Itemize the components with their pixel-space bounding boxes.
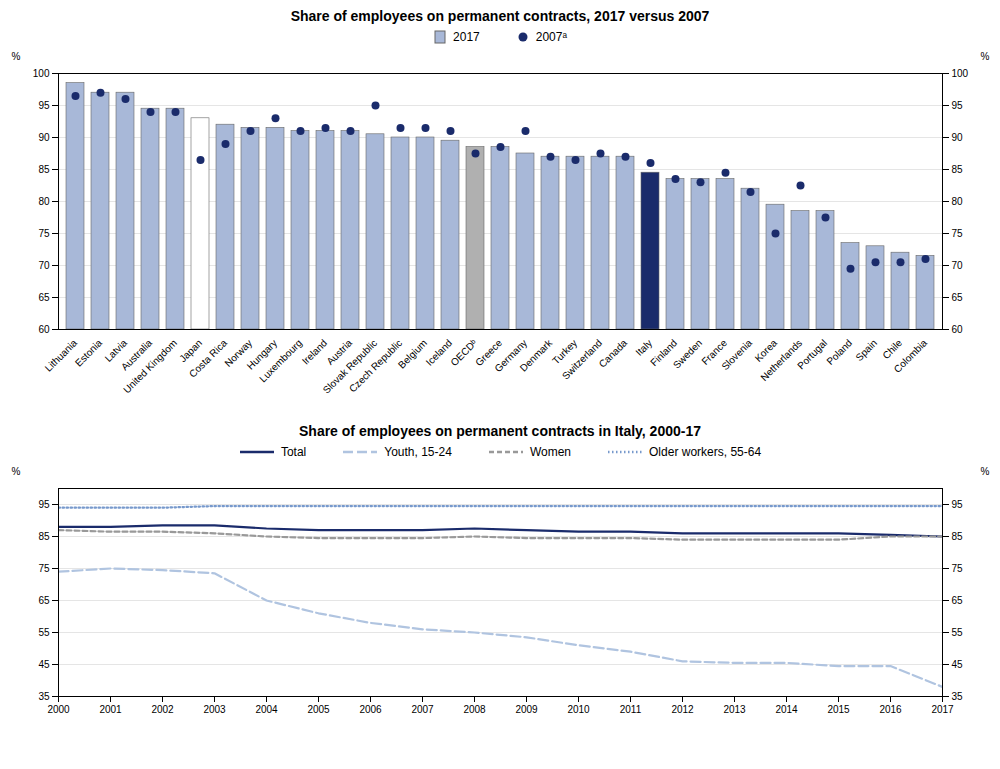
html-text:2007ᵃ: 2007ᵃ [535,30,567,44]
html-text:Youth, 15-24: Youth, 15-24 [384,445,452,459]
svg-text:Iceland: Iceland [424,337,455,368]
svg-text:65: 65 [38,292,50,303]
svg-text:80: 80 [38,196,50,207]
svg-text:2003: 2003 [203,704,226,715]
svg-text:Denmark: Denmark [518,337,555,374]
svg-text:85: 85 [952,531,964,542]
svg-text:45: 45 [38,659,50,670]
svg-text:Italy: Italy [633,337,654,358]
svg-text:Chile: Chile [880,337,905,362]
svg-text:100: 100 [952,68,969,79]
svg-text:Canada: Canada [597,337,630,370]
svg-text:Austria: Austria [324,337,355,367]
svg-text:2000: 2000 [47,704,70,715]
svg-text:Slovak Republic: Slovak Republic [320,337,380,396]
svg-text:60: 60 [38,324,50,335]
html-text:Share of employees on permanen: Share of employees on permanent contract… [299,423,701,439]
svg-text:Colombia: Colombia [892,337,930,375]
svg-text:60: 60 [952,324,964,335]
svg-text:75: 75 [38,563,50,574]
svg-text:Korea: Korea [752,337,780,364]
svg-text:Belgium: Belgium [396,337,429,370]
svg-text:2010: 2010 [567,704,590,715]
svg-text:85: 85 [38,531,50,542]
svg-text:95: 95 [952,499,964,510]
svg-text:45: 45 [952,659,964,670]
svg-text:Poland: Poland [824,337,854,367]
svg-text:OECDᵇ: OECDᵇ [448,337,479,368]
svg-text:%: % [981,51,990,62]
svg-text:2009: 2009 [515,704,538,715]
svg-text:75: 75 [38,228,50,239]
html-text:Share of employees on permanen: Share of employees on permanent contract… [290,8,710,24]
svg-text:100: 100 [33,68,50,79]
svg-text:35: 35 [952,691,964,702]
svg-text:75: 75 [952,563,964,574]
svg-text:90: 90 [38,132,50,143]
svg-text:Costa Rica: Costa Rica [187,337,230,380]
svg-text:65: 65 [952,595,964,606]
svg-text:2008: 2008 [463,704,486,715]
svg-text:Ireland: Ireland [300,337,329,366]
svg-text:Hungary: Hungary [244,337,280,372]
svg-text:Luxembourg: Luxembourg [257,337,304,384]
html-text:Women: Women [529,445,571,459]
svg-text:Estonia: Estonia [73,337,105,369]
svg-text:2012: 2012 [671,704,694,715]
svg-text:2014: 2014 [775,704,798,715]
svg-text:2001: 2001 [99,704,122,715]
svg-text:Sweden: Sweden [671,337,704,370]
svg-text:2015: 2015 [827,704,850,715]
svg-text:2016: 2016 [879,704,902,715]
svg-text:2005: 2005 [307,704,330,715]
svg-text:2002: 2002 [151,704,174,715]
svg-text:%: % [981,466,990,477]
svg-text:90: 90 [952,132,964,143]
svg-text:55: 55 [38,627,50,638]
svg-text:%: % [12,51,21,62]
svg-text:80: 80 [952,196,964,207]
svg-text:Norway: Norway [222,337,255,369]
svg-text:2006: 2006 [359,704,382,715]
svg-text:Spain: Spain [853,337,879,363]
svg-text:65: 65 [38,595,50,606]
svg-text:95: 95 [38,499,50,510]
svg-text:Czech Republic: Czech Republic [347,337,404,394]
svg-text:Slovenia: Slovenia [719,337,754,372]
svg-text:55: 55 [952,627,964,638]
svg-text:United Kingdom: United Kingdom [121,337,179,395]
svg-text:Greece: Greece [473,337,505,369]
svg-text:Turkey: Turkey [550,337,580,367]
svg-text:65: 65 [952,292,964,303]
svg-text:95: 95 [952,100,964,111]
svg-text:Switzerland: Switzerland [560,337,604,381]
svg-text:France: France [699,337,730,367]
svg-text:Germany: Germany [492,337,530,375]
svg-text:Netherlands: Netherlands [758,337,805,384]
svg-text:2004: 2004 [255,704,278,715]
svg-text:85: 85 [952,164,964,175]
svg-text:75: 75 [952,228,964,239]
svg-text:%: % [12,466,21,477]
svg-text:Australia: Australia [118,337,155,373]
svg-text:2017: 2017 [931,704,954,715]
html-text:Older workers, 55-64: Older workers, 55-64 [649,445,762,459]
html-text:2017: 2017 [453,30,480,44]
svg-text:2013: 2013 [723,704,746,715]
svg-text:2007: 2007 [411,704,434,715]
svg-text:70: 70 [38,260,50,271]
svg-text:Finland: Finland [648,337,680,369]
svg-text:Portugal: Portugal [795,337,829,371]
svg-text:70: 70 [952,260,964,271]
svg-text:95: 95 [38,100,50,111]
svg-text:85: 85 [38,164,50,175]
svg-text:Japan: Japan [177,337,205,365]
svg-text:Latvia: Latvia [102,337,130,364]
svg-text:2011: 2011 [620,704,642,715]
svg-text:35: 35 [38,691,50,702]
svg-text:Lithuania: Lithuania [43,337,80,374]
html-text:Total: Total [280,445,307,459]
